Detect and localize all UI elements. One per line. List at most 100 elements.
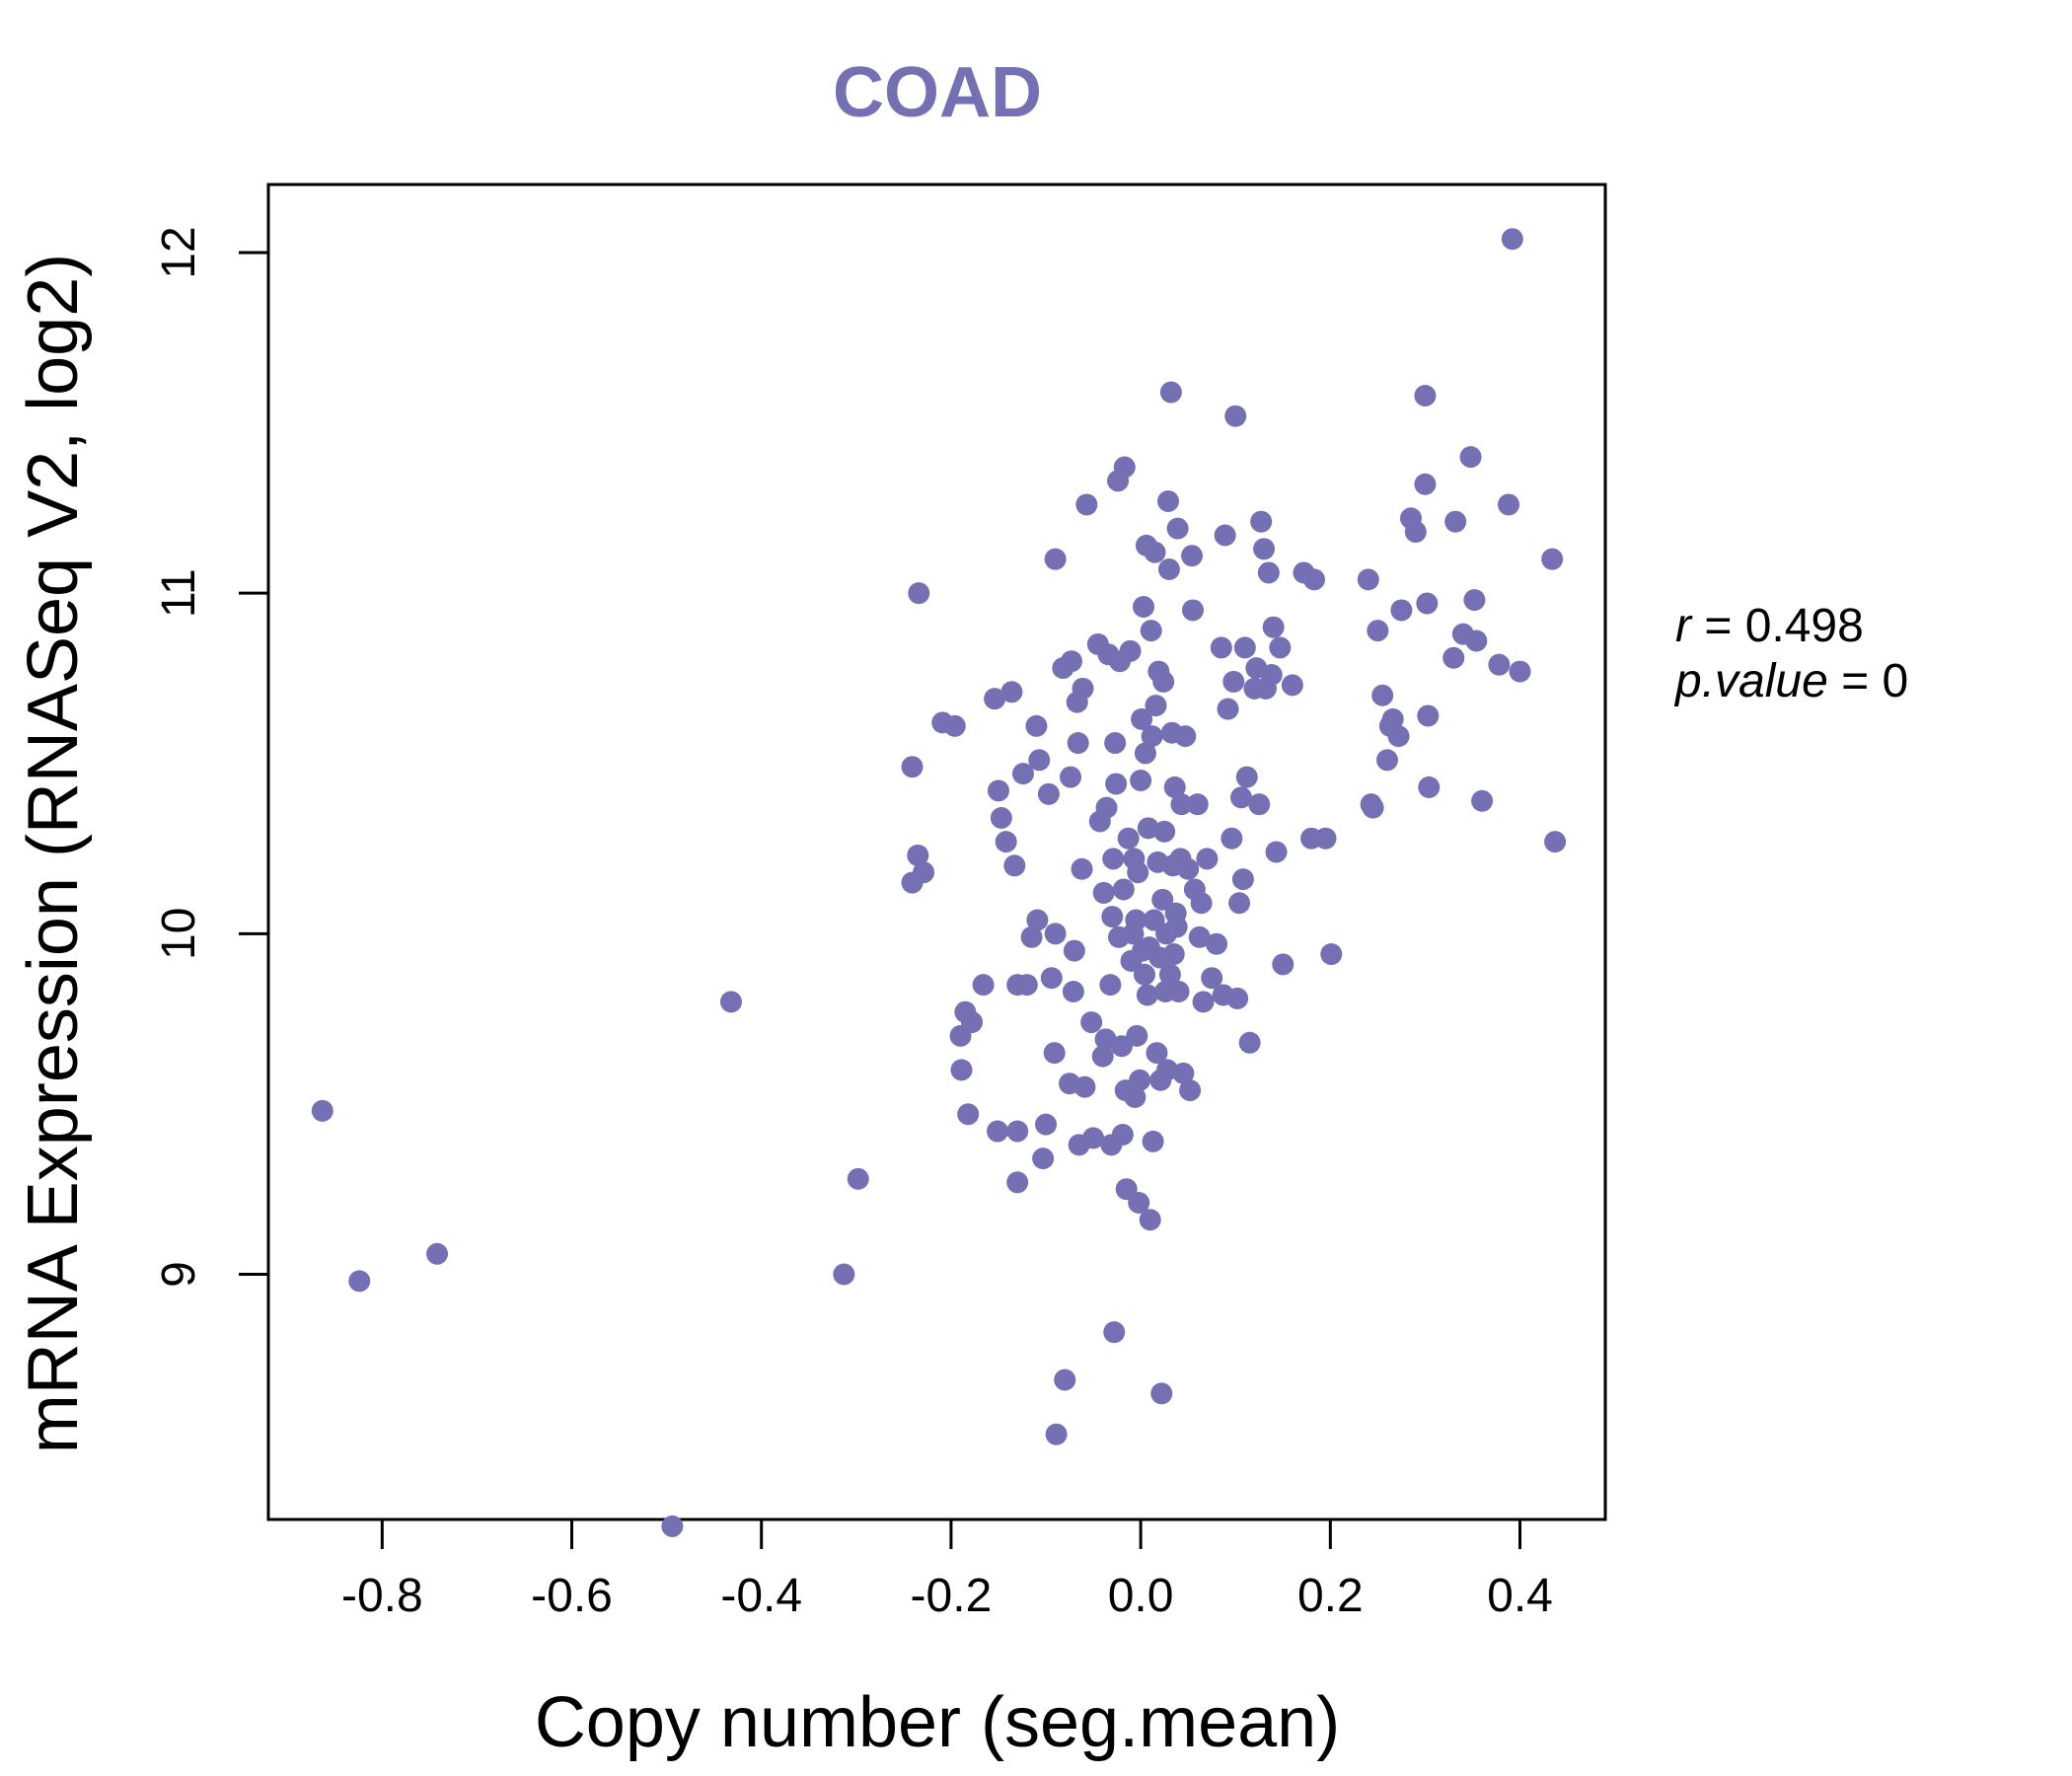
data-point [1130,770,1152,792]
data-point [901,756,924,778]
data-point [1253,538,1276,560]
data-point [1067,732,1089,755]
data-point [1140,620,1162,642]
x-axis-label: Copy number (seg.mean) [535,1683,1340,1762]
data-point [1272,953,1295,976]
data-point [1465,629,1488,652]
data-point [1134,742,1156,765]
data-point [1463,589,1486,612]
y-axis: 9 10 11 12 [153,226,268,1288]
data-point [1390,599,1413,622]
stat-r-label: r [1675,600,1693,652]
data-point [1131,707,1153,730]
data-point [1145,695,1167,717]
data-point [1165,916,1188,938]
data-point [1541,548,1564,570]
data-point [950,1059,973,1081]
data-point [1111,1123,1134,1146]
data-point [1381,707,1404,730]
data-point [1157,558,1180,581]
data-point [1060,650,1082,673]
data-point [1186,793,1209,816]
data-point [1137,817,1159,840]
data-point [1125,909,1147,931]
data-point [1221,827,1243,850]
data-point [1471,789,1494,812]
data-point [661,1515,684,1537]
data-point [1444,510,1467,533]
y-tick-label: 11 [153,568,205,618]
data-point [1302,568,1325,591]
chart-title: COAD [833,53,1042,132]
data-point [1238,1031,1261,1054]
x-tick-label: -0.8 [341,1570,423,1622]
data-point [1544,831,1567,853]
data-point [1044,548,1067,570]
data-point [1144,541,1166,563]
data-point [1414,473,1437,495]
data-point [1044,923,1067,945]
data-point [1233,636,1256,659]
data-point [1092,881,1115,904]
data-point [1062,981,1084,1003]
data-point [1179,1079,1202,1102]
data-point [1362,796,1384,819]
data-point [1210,636,1232,659]
data-point [1497,493,1519,516]
data-point [1162,943,1185,966]
data-point [1156,489,1179,512]
data-point [1387,725,1410,748]
data-point [1367,620,1389,642]
y-tick-label: 12 [153,226,205,278]
data-point [1214,524,1236,547]
data-point [1192,991,1215,1013]
data-point [1113,456,1136,479]
data-point [1104,732,1127,755]
data-point [984,688,1006,710]
data-point [1040,967,1063,990]
data-point [1025,714,1048,737]
data-point [1071,857,1093,880]
data-point [1265,841,1288,863]
data-point [1269,636,1292,659]
stat-r-value: 0.498 [1745,600,1864,652]
data-point [311,1099,333,1122]
data-point [1228,892,1251,915]
data-point [907,844,929,866]
data-point [1127,861,1149,884]
x-axis: -0.8 -0.6 -0.4 -0.2 0.0 0.2 0.4 [341,1519,1553,1622]
data-point [719,991,742,1013]
data-point [1417,704,1440,727]
data-point [961,1011,984,1034]
y-axis-label: mRNA Expression (RNASeq V2, log2) [14,254,93,1453]
data-point [1105,773,1128,795]
data-point [1262,616,1285,638]
data-point [1260,664,1283,687]
y-tick-label: 9 [153,1261,205,1288]
data-point [1174,725,1197,748]
data-point [1045,1423,1068,1445]
data-point [1320,943,1343,966]
data-point [1281,674,1303,697]
data-point [1095,796,1118,819]
data-point [1006,1171,1029,1194]
data-point [1181,545,1204,567]
data-point [1250,510,1273,533]
data-point [1151,888,1174,911]
data-point [1032,1147,1055,1170]
data-point [987,1120,1009,1143]
data-point [990,806,1012,829]
data-point [943,714,966,737]
data-point [1063,939,1085,962]
data-point [1488,653,1511,676]
data-point [1443,646,1465,669]
data-point [1080,1011,1103,1034]
data-point [1501,228,1523,251]
stat-p: p.value = 0 [1673,655,1908,707]
data-point [1020,925,1043,948]
data-point [1235,766,1258,788]
data-point [972,974,995,997]
x-tick-label: -0.6 [531,1570,613,1622]
data-point [1075,493,1098,516]
